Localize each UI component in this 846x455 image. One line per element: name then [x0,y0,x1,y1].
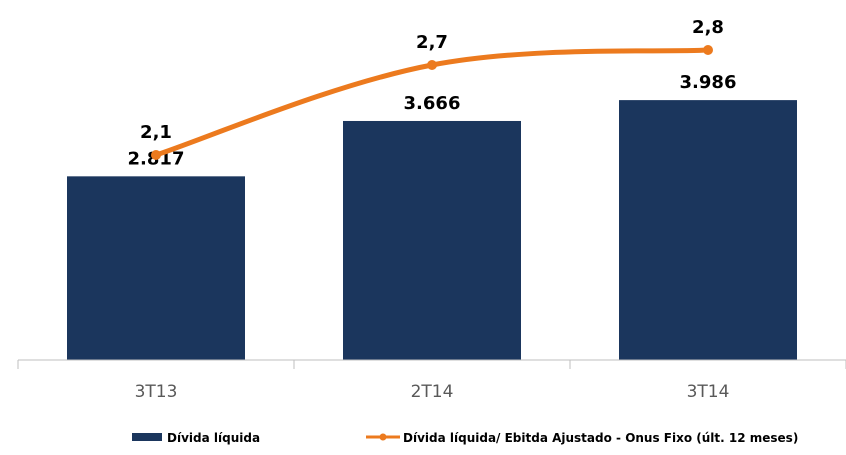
x-axis-ticks [17,360,846,369]
legend-swatch-bar [132,433,162,441]
x-tick-label: 2T14 [411,382,454,402]
x-tick-label: 3T14 [687,382,730,402]
line-series-layer [151,45,713,160]
line-data-label: 2,7 [416,32,448,53]
legend-label-bar: Dívida líquida [167,431,260,445]
bar-3T13 [67,176,245,360]
line-point-3T13 [151,150,161,160]
bar-data-label: 3.986 [680,72,737,93]
bar-data-label: 3.666 [404,93,461,114]
bar-3T14 [619,100,797,361]
line-data-label: 2,8 [692,17,724,38]
line-point-3T14 [703,45,713,55]
x-tick-label: 3T13 [135,382,178,402]
legend-label-line: Dívida líquida/ Ebitda Ajustado - Onus F… [403,431,798,445]
line-data-label: 2,1 [140,122,172,143]
x-axis-tick-labels: 3T13 2T14 3T14 [135,382,730,402]
legend-swatch-line-marker [379,433,387,441]
legend: Dívida líquida Dívida líquida/ Ebitda Aj… [132,431,798,445]
bar-2T14 [343,120,521,360]
line-labels-layer: 2,1 2,7 2,8 [140,17,724,143]
line-point-2T14 [427,60,437,70]
bars-layer [67,100,797,361]
